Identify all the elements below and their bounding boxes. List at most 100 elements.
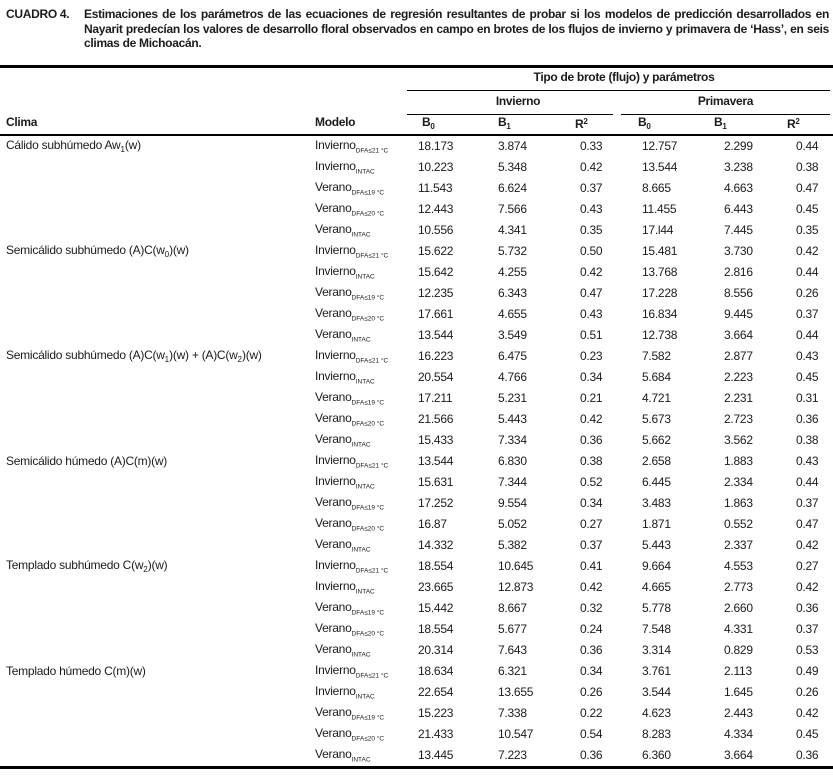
value-cell: 2.658 bbox=[642, 454, 671, 468]
value-cell: 13.768 bbox=[642, 265, 678, 279]
table-row: InviernoINTAC 15.631 7.344 0.52 6.445 2.334 0.… bbox=[0, 472, 833, 493]
value-cell: 0.37 bbox=[796, 307, 819, 321]
header-param-primavera-b1: B1 bbox=[714, 114, 727, 131]
value-cell: 0.45 bbox=[796, 370, 819, 384]
value-cell: 3.562 bbox=[724, 433, 753, 447]
value-cell: 0.37 bbox=[580, 181, 603, 195]
value-cell: 2.660 bbox=[724, 601, 753, 615]
value-cell: 0.42 bbox=[580, 412, 603, 426]
value-cell: 2.223 bbox=[724, 370, 753, 384]
model-cell: InviernoDFA≤21 °C bbox=[315, 662, 389, 680]
value-cell: 6.343 bbox=[498, 286, 527, 300]
value-cell: 0.42 bbox=[796, 538, 819, 552]
header-param-primavera-b0: B0 bbox=[638, 114, 651, 131]
model-cell: InviernoINTAC bbox=[315, 263, 375, 281]
table-row: VeranoDFA≤20 °C 17.661 4.655 0.43 16.834 9.44… bbox=[0, 304, 833, 325]
value-cell: 17.661 bbox=[418, 307, 454, 321]
table-row: VeranoDFA≤19 °C 12.235 6.343 0.47 17.228 8.55… bbox=[0, 283, 833, 304]
value-cell: 4.721 bbox=[642, 391, 671, 405]
header-season-invierno: Invierno bbox=[495, 93, 541, 108]
value-cell: 15.433 bbox=[418, 433, 454, 447]
value-cell: 0.26 bbox=[796, 685, 819, 699]
value-cell: 12.738 bbox=[642, 328, 678, 342]
header-param-invierno-b0: B0 bbox=[422, 114, 435, 131]
value-cell: 0.36 bbox=[580, 643, 603, 657]
value-cell: 0.54 bbox=[580, 727, 603, 741]
model-subscript: DFA≤21 °C bbox=[355, 252, 389, 260]
climate-cell: Cálido subhúmedo Aw1(w) bbox=[6, 138, 141, 154]
value-cell: 0.35 bbox=[796, 223, 819, 237]
header-param-invierno-b1: B1 bbox=[498, 114, 511, 131]
value-cell: 4.334 bbox=[724, 727, 753, 741]
value-cell: 21.566 bbox=[418, 412, 454, 426]
value-cell: 12.443 bbox=[418, 202, 454, 216]
table-row: VeranoDFA≤20 °C 12.443 7.566 0.43 11.455 6.44… bbox=[0, 199, 833, 220]
model-subscript: DFA≤20 °C bbox=[351, 420, 385, 428]
value-cell: 0.42 bbox=[796, 580, 819, 594]
value-cell: 0.51 bbox=[580, 328, 603, 342]
model-cell: InviernoDFA≤21 °C bbox=[315, 557, 389, 575]
value-cell: 4.663 bbox=[724, 181, 753, 195]
model-subscript: INTAC bbox=[351, 231, 371, 239]
value-cell: 13.544 bbox=[418, 454, 454, 468]
model-cell: VeranoINTAC bbox=[315, 641, 371, 659]
value-cell: 7.344 bbox=[498, 475, 527, 489]
model-cell: VeranoDFA≤20 °C bbox=[315, 515, 385, 533]
model-subscript: INTAC bbox=[355, 483, 375, 491]
table-row: VeranoDFA≤20 °C 21.433 10.547 0.54 8.283 4.33… bbox=[0, 724, 833, 745]
table-row: VeranoDFA≤19 °C 15.442 8.667 0.32 5.778 2.660… bbox=[0, 598, 833, 619]
value-cell: 0.42 bbox=[580, 580, 603, 594]
value-cell: 0.34 bbox=[580, 496, 603, 510]
value-cell: 3.664 bbox=[724, 748, 753, 762]
table-row: InviernoINTAC 15.642 4.255 0.42 13.768 2.816 0… bbox=[0, 262, 833, 283]
model-cell: VeranoDFA≤20 °C bbox=[315, 410, 385, 428]
model-cell: InviernoDFA≤21 °C bbox=[315, 242, 389, 260]
value-cell: 1.871 bbox=[642, 517, 671, 531]
value-cell: 0.829 bbox=[724, 643, 753, 657]
value-cell: 5.348 bbox=[498, 160, 527, 174]
value-cell: 7.334 bbox=[498, 433, 527, 447]
value-cell: 0.42 bbox=[580, 160, 603, 174]
model-subscript: DFA≤21 °C bbox=[355, 357, 389, 365]
value-cell: 3.874 bbox=[498, 139, 527, 153]
model-cell: InviernoINTAC bbox=[315, 578, 375, 596]
climate-cell: Semicálido húmedo (A)C(m)(w) bbox=[6, 454, 168, 468]
value-cell: 13.544 bbox=[642, 160, 678, 174]
value-cell: 7.445 bbox=[724, 223, 753, 237]
value-cell: 7.338 bbox=[498, 706, 527, 720]
value-cell: 8.667 bbox=[498, 601, 527, 615]
value-cell: 21.433 bbox=[418, 727, 454, 741]
model-cell: VeranoINTAC bbox=[315, 326, 371, 344]
value-cell: 0.43 bbox=[580, 202, 603, 216]
table-row: VeranoINTAC 13.544 3.549 0.51 12.738 3.664 0.4… bbox=[0, 325, 833, 346]
header-col-clima: Clima bbox=[6, 114, 38, 129]
value-cell: 4.331 bbox=[724, 622, 753, 636]
value-cell: 0.36 bbox=[580, 433, 603, 447]
table-row: Templado subhúmedo C(w2)(w) InviernoDFA≤2… bbox=[0, 556, 833, 577]
header-rule-primavera bbox=[621, 113, 830, 115]
value-cell: 0.37 bbox=[796, 496, 819, 510]
table-body: Cálido subhúmedo Aw1(w) InviernoDFA≤21 °C… bbox=[0, 136, 833, 766]
model-cell: VeranoDFA≤20 °C bbox=[315, 725, 385, 743]
value-cell: 0.26 bbox=[580, 685, 603, 699]
model-subscript: DFA≤19 °C bbox=[351, 609, 385, 617]
table-caption-label: CUADRO 4. bbox=[6, 7, 70, 21]
value-cell: 0.42 bbox=[580, 265, 603, 279]
value-cell: 8.665 bbox=[642, 181, 671, 195]
value-cell: 15.442 bbox=[418, 601, 454, 615]
value-cell: 2.337 bbox=[724, 538, 753, 552]
value-cell: 13.445 bbox=[418, 748, 454, 762]
value-cell: 10.645 bbox=[498, 559, 534, 573]
value-cell: 20.554 bbox=[418, 370, 454, 384]
value-cell: 0.34 bbox=[580, 370, 603, 384]
model-subscript: INTAC bbox=[351, 756, 371, 764]
value-cell: 6.445 bbox=[642, 475, 671, 489]
value-cell: 3.761 bbox=[642, 664, 671, 678]
value-cell: 4.766 bbox=[498, 370, 527, 384]
value-cell: 11.543 bbox=[418, 181, 453, 195]
value-cell: 0.21 bbox=[580, 391, 603, 405]
model-cell: VeranoDFA≤20 °C bbox=[315, 305, 385, 323]
value-cell: 5.662 bbox=[642, 433, 671, 447]
model-subscript: DFA≤21 °C bbox=[355, 672, 389, 680]
